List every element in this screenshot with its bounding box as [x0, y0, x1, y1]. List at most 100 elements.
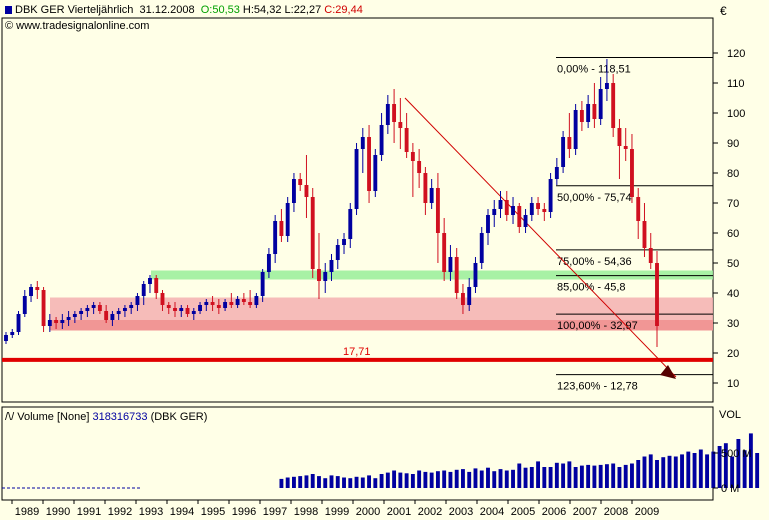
candle-body: [266, 254, 271, 272]
volume-bar: [492, 471, 497, 488]
volume-bar: [523, 467, 528, 488]
candle-body: [385, 104, 390, 125]
candle-body: [135, 296, 140, 305]
candle-body: [241, 299, 246, 302]
volume-bar: [592, 465, 597, 488]
price-tick-label: 40: [727, 288, 739, 300]
candle-body: [16, 314, 21, 332]
year-label: 1990: [46, 506, 70, 518]
trend-arrow-icon: [660, 365, 676, 379]
fib-level-label: 85,00% - 45,8: [557, 282, 626, 294]
candle-body: [536, 203, 541, 209]
volume-bar: [342, 477, 346, 488]
candle-body: [636, 197, 641, 221]
year-label: 2009: [635, 506, 659, 518]
volume-bar: [730, 456, 735, 488]
price-tick-label: 10: [727, 378, 739, 390]
candle-body: [529, 203, 534, 215]
candle-body: [517, 206, 522, 227]
price-panel-frame: [1, 17, 714, 403]
candle-body: [298, 179, 303, 185]
price-tick-label: 30: [727, 318, 739, 330]
candle-body: [129, 305, 134, 308]
price-tick-label: 80: [727, 168, 739, 180]
candle-body: [586, 104, 591, 122]
volume-bar: [598, 464, 603, 488]
candle-body: [648, 248, 653, 263]
candle-body: [160, 293, 165, 305]
candle-body: [223, 302, 228, 308]
website-label: www.tradesignalonline.com: [16, 20, 150, 32]
candle-body: [461, 293, 465, 305]
candle-body: [611, 83, 616, 128]
volume-bar: [642, 456, 647, 488]
volume-axis-title: VOL: [719, 409, 741, 421]
volume-tick-label: 500 M: [721, 448, 752, 460]
volume-bar: [417, 470, 422, 488]
volume-bar: [680, 454, 684, 488]
candle-body: [179, 308, 184, 311]
volume-bar: [461, 469, 465, 488]
candle-body: [360, 137, 365, 149]
volume-bar: [561, 463, 566, 488]
volume-bar: [623, 464, 628, 488]
candle-body: [47, 320, 52, 326]
pink-zone-lower: [50, 320, 713, 331]
candle-body: [561, 137, 566, 167]
volume-bar: [667, 455, 672, 488]
fib-level-label: 0,00% - 118,51: [557, 63, 631, 75]
candle-body: [79, 311, 84, 314]
volume-bar: [360, 477, 365, 488]
candle-body: [655, 263, 659, 326]
volume-bar: [604, 464, 609, 488]
year-label: 1998: [294, 506, 318, 518]
symbol-name: DBK GER: [15, 4, 65, 16]
candle-body: [110, 314, 115, 320]
year-label: 2003: [449, 506, 473, 518]
candle-body: [292, 179, 296, 203]
volume-bar: [404, 473, 409, 488]
candle-body: [486, 215, 490, 233]
volume-bar: [354, 476, 359, 488]
volume-bar: [367, 475, 371, 488]
candle-body: [467, 287, 472, 305]
candle-body: [442, 233, 447, 272]
candle-body: [148, 278, 152, 284]
website-line: © www.tradesignalonline.com: [5, 20, 149, 32]
volume-bar: [392, 470, 397, 488]
candle-body: [623, 146, 628, 149]
year-label: 2007: [573, 506, 597, 518]
candle-body: [454, 257, 459, 293]
volume-bar: [448, 471, 453, 488]
volume-bar: [748, 433, 753, 488]
volume-bar: [298, 476, 303, 488]
candle-body: [579, 110, 584, 122]
candle-body: [392, 104, 397, 122]
volume-bar: [573, 467, 578, 488]
price-tick-label: 120: [727, 48, 745, 60]
volume-tick-label: 0 M: [721, 483, 739, 495]
date-label: 31.12.2008: [139, 4, 195, 16]
volume-label: Volume [None]: [17, 411, 90, 423]
candle-body: [4, 335, 8, 341]
volume-bar: [348, 478, 353, 488]
volume-bar: [473, 468, 478, 488]
candle-body: [116, 311, 121, 314]
year-label: 2005: [511, 506, 535, 518]
candle-body: [154, 278, 159, 293]
year-label: 2006: [542, 506, 566, 518]
candle-body: [198, 305, 202, 311]
candle-body: [141, 284, 146, 296]
volume-bar: [755, 453, 760, 488]
volume-bar: [410, 474, 415, 488]
close-value: C:29,44: [324, 4, 363, 16]
candle-body: [191, 311, 196, 314]
year-label: 1997: [263, 506, 287, 518]
price-tick-label: 20: [727, 348, 739, 360]
candle-body: [285, 203, 290, 236]
candle-body: [310, 197, 315, 269]
volume-bar: [542, 467, 547, 488]
currency-label: €: [720, 4, 727, 18]
candle-body: [492, 209, 497, 215]
